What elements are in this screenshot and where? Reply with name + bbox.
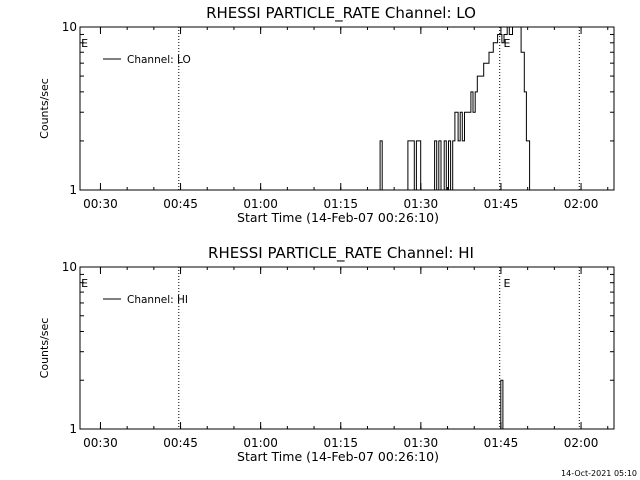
x-axis-label: Start Time (14-Feb-07 00:26:10)	[237, 210, 439, 225]
legend-label: Channel: LO	[127, 54, 191, 66]
legend-label: Channel: HI	[127, 294, 188, 306]
x-tick-label: 01:00	[243, 197, 278, 211]
y-tick-label: 1	[69, 183, 77, 197]
x-tick-label: 02:00	[564, 436, 599, 450]
event-marker: E	[503, 277, 510, 290]
x-tick-label: 01:45	[484, 436, 519, 450]
x-tick-label: 02:00	[564, 197, 599, 211]
x-tick-label: 01:30	[404, 436, 439, 450]
plot-frame	[79, 26, 615, 191]
x-tick-label: 01:15	[323, 436, 358, 450]
panel-2: RHESSI PARTICLE_RATE Channel: HI 00:30 00:…	[38, 244, 615, 464]
x-tick-label: 00:30	[83, 436, 118, 450]
series-line	[80, 26, 614, 191]
chart-title: RHESSI PARTICLE_RATE Channel: HI	[208, 244, 474, 263]
event-marker: E	[81, 37, 88, 50]
y-axis-label: Counts/sec	[38, 318, 51, 379]
timestamp: 14-Oct-2021 05:10	[561, 469, 637, 478]
x-tick-label: 01:00	[243, 436, 278, 450]
x-tick-label: 01:45	[484, 197, 519, 211]
x-tick-label: 00:30	[83, 197, 118, 211]
x-tick-label: 01:15	[323, 197, 358, 211]
series-line	[80, 379, 614, 430]
y-tick-label: 10	[62, 20, 77, 34]
event-marker: E	[81, 277, 88, 290]
chart-title: RHESSI PARTICLE_RATE Channel: LO	[206, 4, 476, 23]
x-tick-label: 00:45	[163, 436, 198, 450]
event-marker: E	[503, 37, 510, 50]
y-tick-label: 1	[69, 422, 77, 436]
x-tick-label: 01:30	[404, 197, 439, 211]
plot-frame	[79, 266, 615, 430]
x-tick-label: 00:45	[163, 197, 198, 211]
y-axis-label: Counts/sec	[38, 78, 51, 139]
x-axis-label: Start Time (14-Feb-07 00:26:10)	[237, 449, 439, 464]
panel-1: RHESSI PARTICLE_RATE Channel: LO 00:30 00:…	[38, 4, 615, 225]
y-tick-label: 10	[62, 260, 77, 274]
